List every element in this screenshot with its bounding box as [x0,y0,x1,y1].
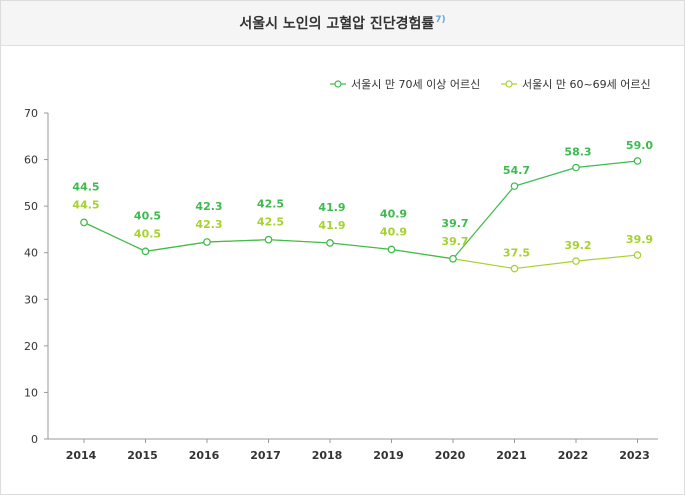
x-tick-label: 2016 [189,449,220,462]
y-tick-label: 20 [24,340,38,353]
y-tick-label: 30 [24,293,38,306]
y-tick-label: 60 [24,154,38,167]
series-2-point [572,257,580,265]
series-2-data-label: 40.5 [134,227,161,240]
series-2-data-label: 39.2 [564,239,591,252]
x-tick-label: 2018 [312,449,343,462]
series-line-1 [83,160,638,260]
x-tick-label: 2015 [127,449,158,462]
y-tick-label: 0 [31,433,38,446]
series-2-data-label: 37.5 [503,247,530,260]
legend-swatch-marker [505,80,513,88]
series-2-data-label: 40.9 [380,225,407,238]
series-1-point [572,163,580,172]
chart-title: 서울시 노인의 고혈압 진단경험률7) [239,13,445,33]
series-1-data-label: 40.5 [134,209,161,222]
chart-title-text: 서울시 노인의 고혈압 진단경험률 [239,16,435,32]
series-1-data-label: 42.5 [257,198,284,211]
series-2-data-label: 41.9 [318,219,345,232]
series-1-data-label: 44.5 [72,180,99,193]
series-2-data-label: 39.9 [626,233,653,246]
legend: 서울시 만 70세 이상 어르신 서울시 만 60~69세 어르신 [330,78,651,91]
series-line-2 [83,221,638,270]
series-2-data-label: 42.3 [195,218,222,231]
axes: 0 10 20 30 40 50 60 70 2014 2015 2016 2017 2018 2019 2… [24,107,658,462]
series-2-point [510,264,519,273]
x-tick-label: 2023 [619,449,650,462]
series-group [80,157,642,273]
legend-label-2: 서울시 만 60~69세 어르신 [522,78,651,91]
series-1-data-label: 41.9 [318,201,345,214]
series-1-point [449,254,457,263]
x-tick-label: 2021 [496,449,527,462]
y-tick-label: 50 [24,200,38,213]
series-2-point [633,251,642,259]
series-1-point [203,238,211,246]
x-tick-label: 2019 [373,449,404,462]
series-2-data-label: 44.5 [72,198,99,211]
y-tick-label: 40 [24,247,38,260]
x-tick-label: 2017 [250,449,281,462]
x-tick-label: 2020 [435,449,466,462]
series-1-data-label: 54.7 [503,164,530,177]
legend-label-1: 서울시 만 70세 이상 어르신 [351,78,480,91]
series-2-data-label: 42.5 [257,216,284,229]
series-1-point [510,182,519,190]
series-1-data-label: 58.3 [564,145,591,158]
series-1-point [264,235,273,244]
series-1-data-label: 42.3 [195,200,222,213]
series-1-point [80,218,88,227]
y-tick-label: 70 [24,107,38,120]
data-labels: 44.5 44.5 40.5 40.5 42.3 42.3 42.5 42.5 41.9 41.9… [72,139,653,260]
series-1-point [387,245,396,254]
footnote-marker: 7) [435,15,446,26]
series-1-point [141,247,150,256]
series-1-data-label: 40.9 [380,207,407,220]
series-1-data-label: 59.0 [626,139,653,152]
x-tick-label: 2014 [66,449,97,462]
y-tick-label: 10 [24,386,38,399]
x-tick-label: 2022 [558,449,589,462]
chart-header: 서울시 노인의 고혈압 진단경험률7) [1,1,684,46]
series-1-point [326,239,334,247]
series-1-point [633,157,642,165]
series-2-data-label: 39.7 [441,235,468,248]
legend-swatch-marker [334,80,342,88]
series-1-data-label: 39.7 [441,217,468,230]
